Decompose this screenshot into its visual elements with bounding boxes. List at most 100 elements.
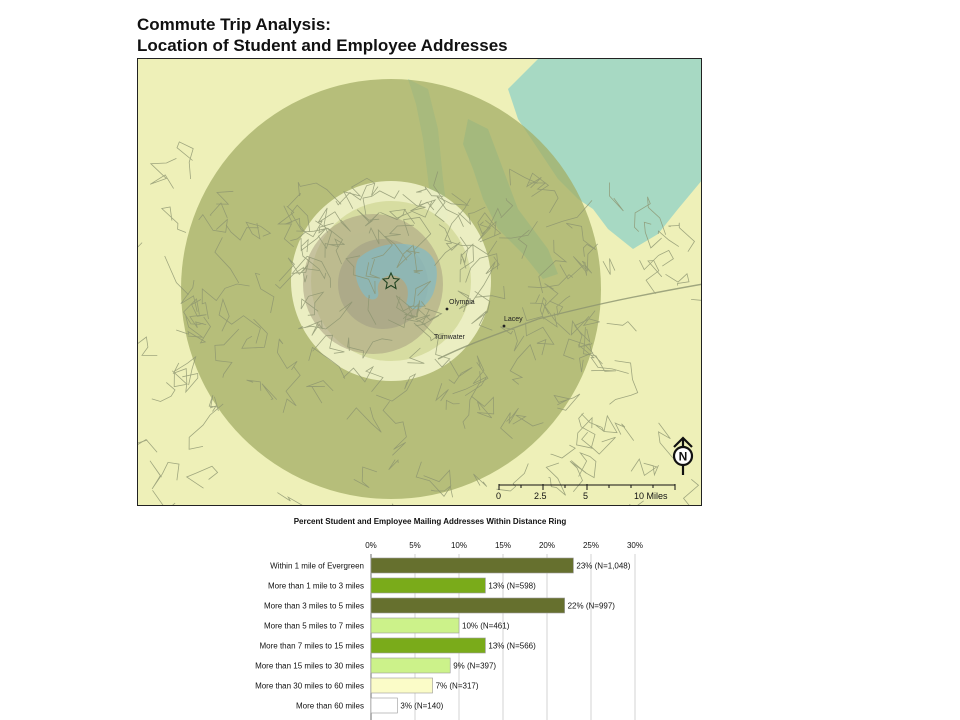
road-segment	[500, 407, 519, 439]
road-segment	[290, 204, 323, 238]
road-segment	[342, 365, 384, 392]
road-segment	[452, 371, 482, 395]
category-label: More than 15 miles to 30 miles	[255, 662, 364, 671]
road-segment	[189, 299, 207, 329]
road-segment	[384, 224, 415, 261]
x-tick-label: 25%	[583, 541, 599, 550]
road-segment	[287, 182, 342, 208]
road-segment	[138, 336, 158, 356]
road-segment	[308, 346, 346, 379]
road-segment	[261, 383, 278, 400]
x-tick-label: 15%	[495, 541, 511, 550]
road-segment	[630, 458, 659, 477]
road-segment	[353, 466, 378, 489]
x-tick-label: 30%	[627, 541, 643, 550]
water-ring-overlay	[355, 243, 437, 310]
road-segment	[448, 360, 473, 384]
road-segment	[395, 280, 432, 312]
bar-data-labels: 23% (N=1,048) 13% (N=598) 22% (N=997) 10% (…	[400, 562, 630, 711]
map-panel[interactable]: Olympia Lacey Tumwater N 0 2.5 5 10 Mile…	[137, 58, 702, 506]
road-segment	[198, 214, 228, 233]
bar-data-label: 13% (N=598)	[488, 582, 536, 591]
road-segment	[457, 290, 475, 313]
road-segment	[245, 221, 272, 240]
road-segment	[500, 326, 525, 352]
road-segment	[529, 294, 550, 315]
road-segment	[278, 257, 309, 283]
city-label-lacey: Lacey	[504, 316, 523, 323]
road-segment	[246, 379, 262, 391]
water-body-east	[508, 59, 701, 249]
highway-i5	[437, 283, 701, 360]
road-segment	[283, 205, 306, 242]
road-segment	[478, 207, 502, 241]
road-segment	[517, 229, 530, 259]
road-segment	[416, 186, 444, 197]
evergreen-campus-star	[381, 271, 401, 290]
road-segment	[550, 444, 576, 459]
olympia-point	[445, 307, 449, 311]
road-segment	[216, 190, 234, 205]
x-tick-label: 0%	[365, 541, 377, 550]
road-segment	[254, 272, 275, 314]
road-segment	[682, 478, 700, 505]
map-canvas	[138, 59, 701, 505]
road-segment	[291, 255, 331, 288]
road-segment	[430, 485, 453, 498]
road-segment	[275, 266, 320, 289]
scale-label-2-5: 2.5	[534, 491, 547, 501]
bar	[370, 557, 574, 574]
category-label: More than 3 miles to 5 miles	[264, 602, 364, 611]
road-segment	[479, 219, 502, 243]
road-segment	[172, 355, 197, 388]
road-segment	[214, 328, 240, 378]
bar	[370, 617, 460, 634]
road-segment	[413, 322, 444, 342]
scale-label-5: 5	[583, 491, 589, 501]
road-segment	[382, 401, 407, 456]
title-block: Commute Trip Analysis: Location of Stude…	[137, 14, 508, 56]
road-segment	[160, 206, 187, 233]
bar	[370, 697, 398, 714]
road-segment	[343, 177, 375, 209]
road-segment	[241, 318, 268, 349]
road-segment	[572, 243, 598, 273]
bar	[370, 677, 433, 694]
road-segment	[549, 295, 571, 317]
road-segment	[643, 221, 662, 249]
road-segment	[434, 224, 461, 266]
road-segment	[362, 190, 400, 215]
road-segment	[459, 236, 474, 283]
road-segment	[606, 321, 637, 332]
road-segment	[545, 200, 593, 228]
category-label: More than 5 miles to 7 miles	[264, 622, 364, 631]
road-segment	[388, 459, 399, 470]
road-segment	[367, 294, 377, 325]
road-segment	[445, 399, 460, 410]
road-segment	[657, 230, 680, 247]
north-label: N	[679, 450, 688, 464]
road-segment	[559, 260, 593, 280]
bar	[370, 597, 565, 614]
road-segment	[472, 256, 500, 301]
x-tick-label: 5%	[409, 541, 421, 550]
road-segment	[436, 193, 470, 227]
category-labels: Within 1 mile of Evergreen More than 1 mi…	[255, 562, 364, 711]
bar	[370, 577, 486, 594]
road-segment	[387, 300, 420, 329]
road-segment	[172, 362, 199, 394]
city-label-tumwater: Tumwater	[434, 334, 465, 341]
road-segment	[368, 226, 393, 259]
road-segment	[306, 380, 334, 404]
x-tick-label: 20%	[539, 541, 555, 550]
road-segment	[300, 222, 334, 252]
chart-title: Percent Student and Employee Mailing Add…	[293, 517, 567, 526]
scale-bar: 0 2.5 5 10 Miles	[493, 484, 701, 504]
road-segment	[462, 362, 489, 429]
bar-data-label: 13% (N=566)	[488, 642, 536, 651]
road-segment	[418, 199, 437, 208]
road-segment	[176, 316, 211, 344]
road-segment	[544, 283, 571, 335]
bars	[370, 557, 574, 714]
road-segment	[376, 373, 417, 402]
